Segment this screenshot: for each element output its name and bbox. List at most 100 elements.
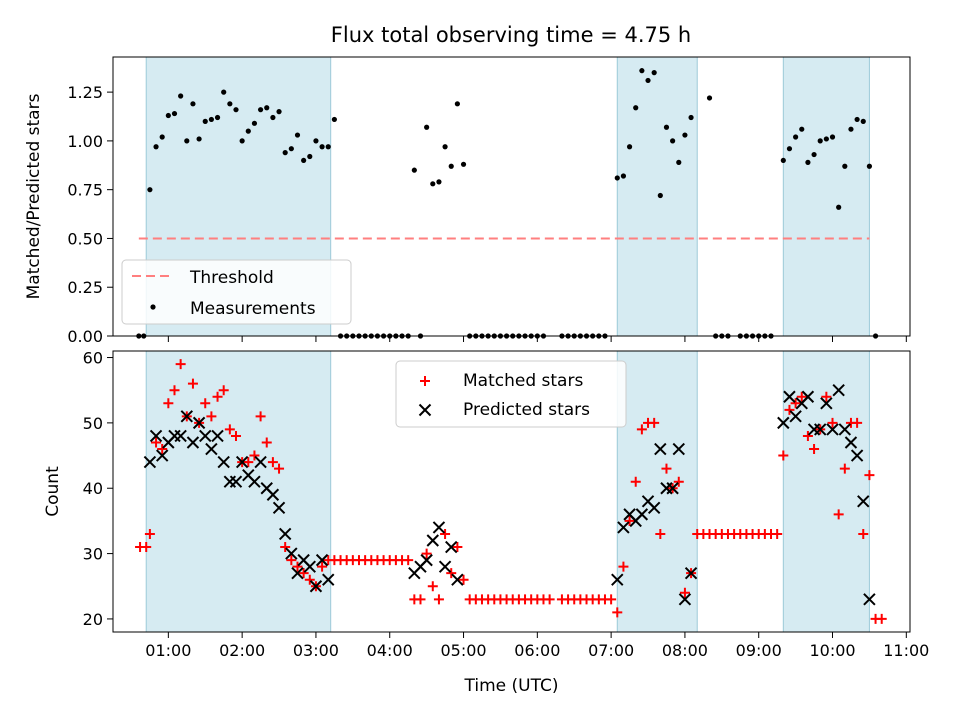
matched-star-point [224,424,235,435]
predicted-star-point [617,521,630,534]
predicted-star-point [254,455,267,469]
matched-star-point [427,581,438,592]
bottom-plot-area [135,359,887,624]
predicted-star-point [678,593,692,606]
predicted-star-point [199,429,212,443]
matched-star-point [403,555,414,566]
predicted-star-point [850,449,864,462]
matched-star-point [151,437,162,448]
predicted-star-point [783,390,796,403]
measurement-point [645,77,651,84]
matched-star-point [864,470,875,481]
matched-star-point [157,444,168,455]
bottom-ytick-label: 60 [83,349,103,368]
measurement-point [799,126,805,132]
top-ytick-label: 0.00 [67,327,103,346]
measurement-point [436,179,442,185]
bottom-ytick-label: 50 [83,414,103,433]
predicted-star-point [149,429,163,443]
top-legend-box [121,259,352,325]
matched-star-point [839,463,850,474]
bottom-legend-box [395,360,627,428]
measurement-point [829,134,836,140]
matched-star-point [544,594,555,605]
matched-star-point [655,528,666,539]
measurement-point [424,124,430,130]
matched-star-point [440,528,451,539]
matched-star-point [630,476,641,487]
matched-star-point [267,457,278,468]
xtick-label: 03:00 [293,641,339,660]
measurement-point [842,163,848,169]
matched-star-point [852,417,863,428]
measurement-point [196,136,202,142]
matched-star-point [175,359,186,370]
measurement-point [817,138,823,144]
matched-star-point [778,450,789,461]
matched-star-point [261,437,272,448]
top-shade-2 [783,57,870,336]
xtick-label: 04:00 [367,641,413,660]
measurement-point [620,173,627,179]
measurement-point [657,192,663,199]
measurement-point [294,132,301,138]
predicted-star-point [438,560,452,573]
matched-star-point [796,391,807,402]
measurement-point [153,144,159,150]
top-shaded-intervals [145,57,870,336]
matched-star-point [317,561,328,572]
predicted-star-point [426,534,439,547]
matched-star-point [809,444,820,455]
measurement-point [178,93,184,99]
predicted-star-point [266,488,280,501]
bottom-x-axis-label: Time (UTC) [464,676,559,696]
matched-star-point [784,404,795,415]
xtick-label: 06:00 [514,641,560,660]
measurement-point [202,118,208,124]
legend-measurements-label: Measurements [190,299,316,319]
xtick-label: 08:00 [662,641,708,660]
xtick-label: 01:00 [145,641,191,660]
predicted-star-point [801,390,815,403]
measurement-point [633,105,639,111]
matched-star-point [187,378,198,389]
measurement-point [688,114,694,121]
legend-measurements-swatch [150,304,156,310]
matched-star-point [624,515,635,526]
matched-star-point [876,613,887,624]
legend-matched-label: Matched stars [463,371,583,391]
bottom-shade-1 [617,351,698,632]
matched-star-point [280,542,291,553]
predicted-star-point [432,521,446,534]
bottom-ytick-label: 30 [83,545,103,564]
predicted-star-point [315,553,329,567]
measurement-point [866,163,873,169]
bottom-shade-0 [146,351,331,632]
measurement-point [257,107,264,113]
matched-star-point [858,528,869,539]
matched-star-point [421,548,432,559]
predicted-star-point [211,429,224,443]
matched-star-point [433,594,444,605]
measurement-point [780,157,786,164]
xtick-label: 09:00 [736,641,782,660]
top-ytick-label: 0.25 [67,278,103,297]
measurement-point [854,116,860,123]
matched-star-point [802,430,813,441]
measurement-point [430,181,436,187]
matched-star-point [606,594,617,605]
predicted-star-point [635,508,649,521]
predicted-star-point [143,455,157,469]
measurement-point [626,144,633,150]
matched-star-point [661,463,672,474]
predicted-star-point [285,547,298,560]
xtick-label: 02:00 [219,641,265,660]
predicted-star-point [322,573,335,586]
measurement-point [663,124,670,130]
measurement-point [460,161,467,167]
matched-star-point [458,574,469,585]
predicted-star-point [217,455,230,469]
legend-matched-swatch [420,376,430,386]
matched-star-point [163,398,174,409]
measurement-point [276,109,282,115]
